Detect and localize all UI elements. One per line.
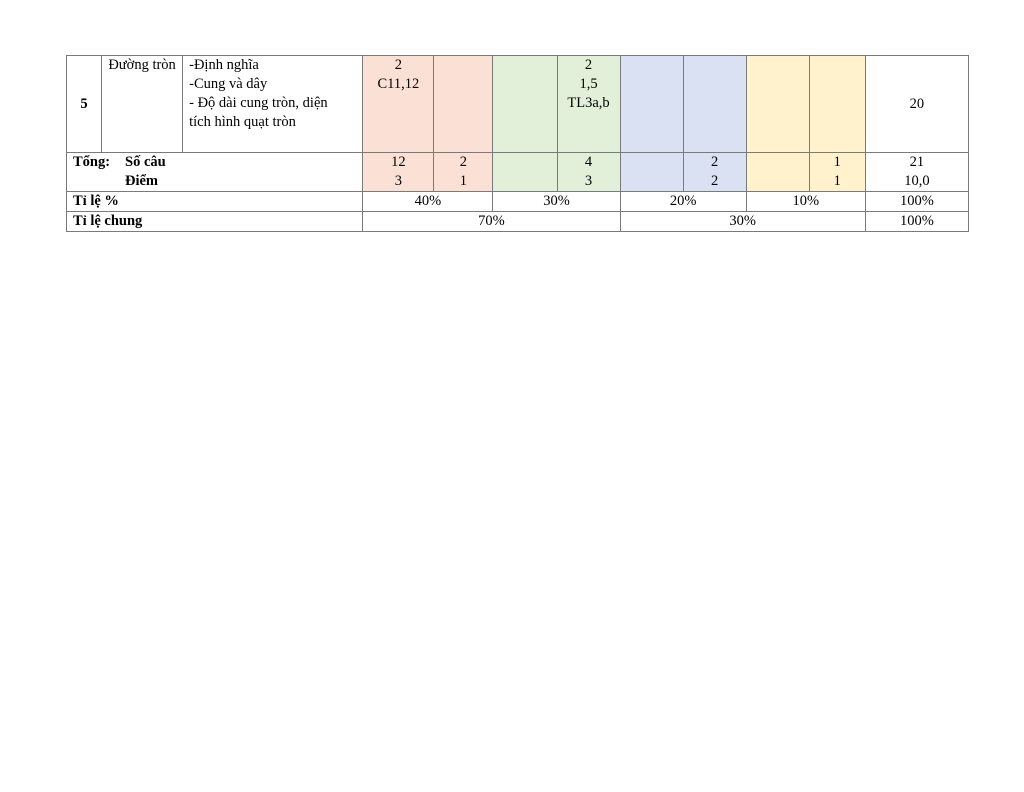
topic-content: -Định nghĩa -Cung và dây - Độ dài cung t… (182, 55, 364, 153)
comprehension-mcq-cell (492, 55, 558, 153)
table-row-topic-5: 5 Đường tròn -Định nghĩa -Cung và dây - … (65, 55, 970, 153)
totals-recognition-mcq: 12 3 (362, 152, 435, 192)
totals-label: Tổng: Số câu Điểm (65, 152, 364, 192)
ratio-common-high: 30% (619, 211, 866, 232)
totals-recognition-essay: 2 1 (433, 152, 494, 192)
ratio-common-total: 100% (864, 211, 970, 232)
totals-grand: 21 10,0 (864, 152, 970, 192)
comprehension-essay-cell: 2 1,5 TL3a,b (556, 55, 621, 153)
high-application-essay-cell (808, 55, 866, 153)
application-essay-cell (682, 55, 747, 153)
exam-matrix-table: 5 Đường tròn -Định nghĩa -Cung và dây - … (65, 55, 970, 232)
totals-application-essay: 2 2 (682, 152, 747, 192)
table-row-totals: Tổng: Số câu Điểm 12 3 2 1 4 3 2 2 1 1 21… (65, 152, 970, 192)
ratio-comprehension: 30% (492, 191, 621, 212)
application-mcq-cell (619, 55, 684, 153)
totals-high-application-mcq (745, 152, 810, 192)
topic-name: Đường tròn (101, 55, 184, 153)
ratio-high-application: 10% (745, 191, 866, 212)
topic-total-cell: 20 (864, 55, 970, 153)
ratio-application: 20% (619, 191, 747, 212)
ratio-total: 100% (864, 191, 970, 212)
totals-application-mcq (619, 152, 684, 192)
high-application-mcq-cell (745, 55, 810, 153)
totals-comprehension-essay: 4 3 (556, 152, 621, 192)
recognition-essay-cell (433, 55, 494, 153)
totals-comprehension-mcq (492, 152, 558, 192)
table-row-ratio: Tỉ lệ % 40% 30% 20% 10% 100% (65, 191, 970, 212)
ratio-common-label: Tỉ lệ chung (65, 211, 364, 232)
ratio-common-low: 70% (362, 211, 621, 232)
recognition-mcq-cell: 2 C11,12 (362, 55, 435, 153)
row-number: 5 (65, 55, 103, 153)
ratio-label: Tỉ lệ % (65, 191, 364, 212)
ratio-recognition: 40% (362, 191, 494, 212)
totals-high-application-essay: 1 1 (808, 152, 866, 192)
table-row-ratio-common: Tỉ lệ chung 70% 30% 100% (65, 211, 970, 232)
